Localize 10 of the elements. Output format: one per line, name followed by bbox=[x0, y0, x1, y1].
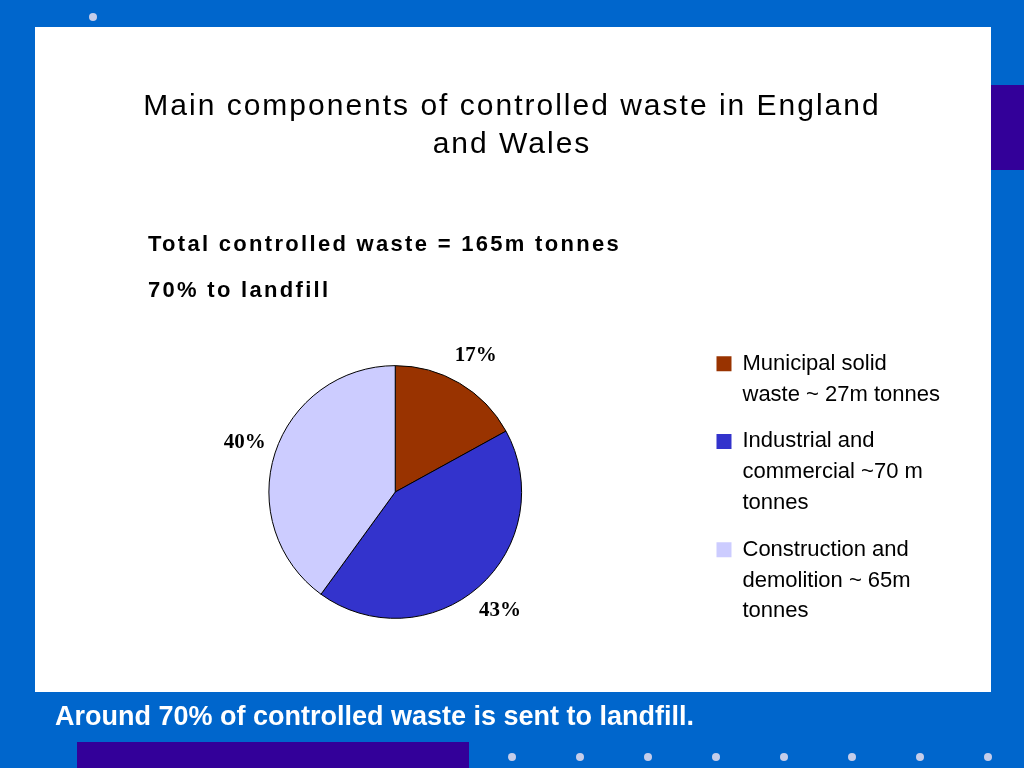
text: 70% to landfill bbox=[148, 277, 331, 303]
text: Total controlled waste = 165m tonnes bbox=[148, 231, 621, 257]
legend-label: Industrial and commercial ~70 m tonnes bbox=[742, 427, 923, 515]
chart-title: Main components of controlled waste in England and Wales bbox=[142, 87, 882, 161]
legend-label: Construction and demolition ~ 65m tonnes bbox=[742, 535, 911, 623]
data-label: 43% bbox=[478, 597, 521, 622]
data-label: 40% bbox=[223, 429, 266, 454]
legend-label: Municipal solid waste ~ 27m tonnes bbox=[741, 349, 941, 406]
text: Around 70% of controlled waste is sent to landfill. bbox=[55, 700, 695, 733]
data-label: 17% bbox=[454, 342, 497, 367]
